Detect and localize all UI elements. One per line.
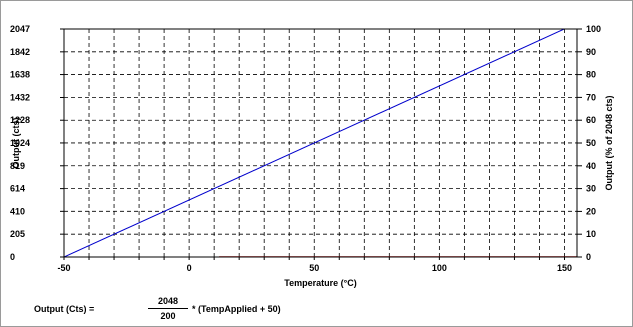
y-tick-label: 1228 <box>10 115 30 125</box>
series-line-1 <box>64 29 566 257</box>
y2-tick-label: 70 <box>586 92 596 102</box>
y2-tick-label: 40 <box>586 161 596 171</box>
y2-tick-label: 100 <box>586 24 601 34</box>
y-tick-label: 410 <box>10 206 25 216</box>
x-tick-label: -50 <box>57 263 70 273</box>
grid <box>64 29 577 257</box>
series-layer <box>64 29 577 257</box>
y2-tick-label: 50 <box>586 138 596 148</box>
y2-tick-label: 0 <box>586 252 591 262</box>
y-tick-label: 205 <box>10 229 25 239</box>
y-tick-label: 1024 <box>10 138 30 148</box>
y2-tick-label: 10 <box>586 229 596 239</box>
y2-tick-label: 30 <box>586 184 596 194</box>
x-tick-label: 150 <box>557 263 572 273</box>
y2-tick-label: 60 <box>586 115 596 125</box>
y2-tick-label: 20 <box>586 206 596 216</box>
y2-tick-label: 90 <box>586 47 596 57</box>
tick-marks <box>60 28 582 260</box>
x-tick-label: 50 <box>309 263 319 273</box>
y-tick-label: 1638 <box>10 70 30 80</box>
y-tick-label: 1842 <box>10 47 30 57</box>
x-tick-label: 100 <box>432 263 447 273</box>
y-tick-label: 1432 <box>10 93 30 103</box>
y2-axis-label: Output (% of 2048 cts) <box>604 95 614 190</box>
x-tick-label: 0 <box>187 263 192 273</box>
y-tick-label: 2047 <box>10 24 30 34</box>
tick-labels: -50 0 50 100 1500205410614819102412281432163… <box>10 24 601 273</box>
x-axis-label: Temperature (°C) <box>284 278 356 288</box>
y-axis-label: Output (cts) <box>11 118 21 169</box>
y-tick-label: 0 <box>10 252 15 262</box>
y-tick-label: 819 <box>10 161 25 171</box>
y2-tick-label: 80 <box>586 70 596 80</box>
y-tick-label: 614 <box>10 184 25 194</box>
